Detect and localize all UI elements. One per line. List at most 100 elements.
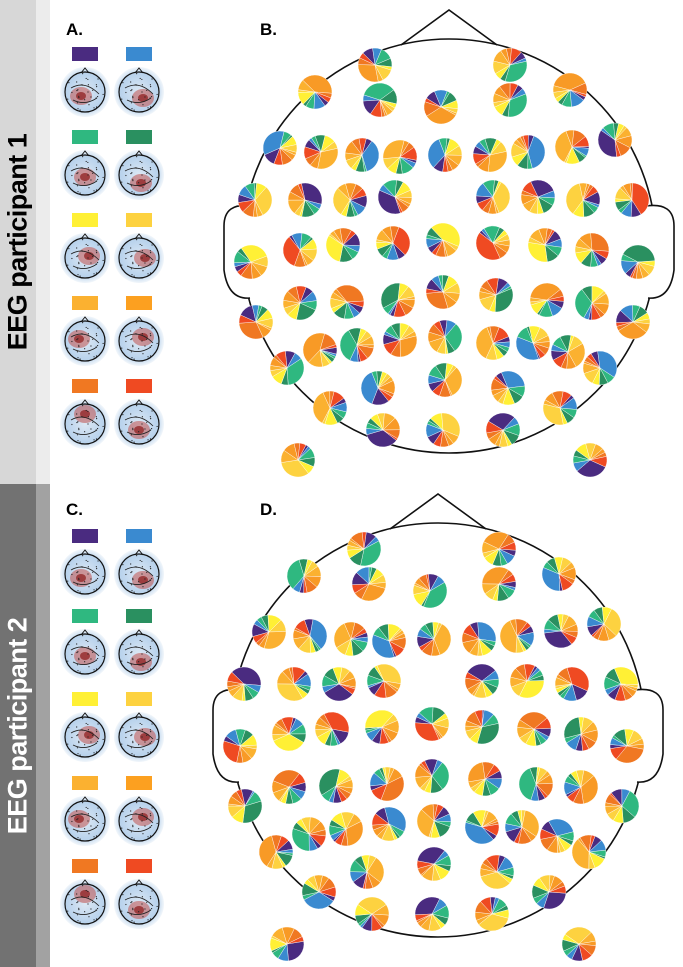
pie-slice [388,640,405,657]
pie-slice [498,541,517,551]
pie-slice [382,139,405,159]
electrode-pie-9 [344,137,380,173]
pie-slice [335,785,348,803]
electrode-pie-38 [478,277,514,313]
topomap-0 [60,67,110,117]
pie-slice [336,284,365,303]
electrode-pie-236 [369,766,405,802]
pie-slice [426,106,457,125]
electrode-pie-17 [287,182,323,218]
electrode-pie-230 [516,711,552,747]
pie-slice [597,130,617,158]
pie-slice [363,82,394,101]
pie-slice [441,412,461,437]
pie-slice [357,896,387,915]
pie-slice [272,769,300,788]
pie-slice [312,392,331,424]
electrode-pie-255 [531,874,567,910]
pie-slice [501,370,526,389]
component-swatch-16 [72,776,98,790]
pie-slice [509,82,519,101]
electrode-pie-257 [414,896,450,932]
pie-slice [423,582,448,609]
electrode-pie-238 [467,761,503,797]
pie-slice [609,745,628,760]
pie-slice [301,182,323,205]
electrode-pie-2 [297,74,333,110]
pie-slice [263,631,287,650]
pie-slice [346,300,365,308]
pie-slice [319,344,338,351]
electrode-pie-248 [504,809,540,845]
pie-slice [546,296,565,302]
electrode-pie-16 [237,182,273,218]
electrode-pies-d [222,531,645,962]
electrode-pie-220 [464,663,500,699]
pie-slice [521,810,540,837]
right-ear [645,204,675,299]
component-swatch-13 [126,609,152,623]
topomap-16 [60,796,110,846]
electrode-pie-20 [475,179,511,215]
pie-slice [418,638,435,652]
electrode-pie-31 [574,232,610,268]
electrode-pie-207 [251,614,287,650]
pie-slice [622,244,656,263]
right-ear [634,688,664,783]
pie-slice [554,130,573,163]
pie-slice [317,148,339,170]
electrode-pie-14 [554,129,590,165]
electrode-pie-213 [499,618,535,654]
pie-slice [527,242,548,263]
electrode-pie-12 [472,137,508,173]
electrode-pie-214 [543,613,579,649]
electrode-pie-43 [302,332,338,368]
pie-slice [275,835,289,853]
pie-slice [345,821,364,847]
electrode-pie-218 [321,666,357,702]
electrode-pie-4 [423,89,459,125]
component-swatch-1 [126,47,152,61]
electrode-pie-219 [366,663,402,699]
pie-slice [442,154,449,173]
electrode-pie-201 [481,531,517,567]
pie-slice [302,74,333,94]
pie-slice [361,583,386,602]
pie-slice [370,99,382,118]
pie-slice [477,621,497,642]
electrode-pie-250 [571,834,607,870]
pie-slice [564,926,592,945]
electrode-pie-1 [492,47,528,83]
pie-slice [371,813,390,826]
pie-slice [566,786,582,803]
pie-slice [507,93,528,118]
pie-slice [569,89,587,98]
pie-slice [499,620,518,654]
electrode-pie-60 [572,442,608,478]
pie-slice [486,854,500,873]
electrode-pie-222 [554,666,590,702]
pie-slice [586,353,601,369]
pie-slice [362,871,368,890]
pie-slice [356,344,368,362]
pie-slice [553,72,586,91]
pie-slice [566,666,590,692]
pie-slice [493,375,509,389]
component-swatch-12 [72,609,98,623]
pie-slice [580,775,599,805]
topomap-18 [60,879,110,929]
pie-slice [231,666,262,686]
pie-slice [338,683,356,695]
topomap-9 [114,399,164,449]
electrode-pie-259 [269,926,305,962]
pie-slice [431,762,450,790]
pie-slice [485,420,504,434]
pie-slice [580,733,590,752]
pie-slice [519,711,548,730]
component-swatch-0 [72,47,98,61]
electrode-pie-41 [615,304,651,340]
component-swatch-5 [126,213,152,227]
pie-slice [258,835,277,867]
electrode-pie-36 [380,282,416,318]
component-swatch-14 [72,692,98,706]
